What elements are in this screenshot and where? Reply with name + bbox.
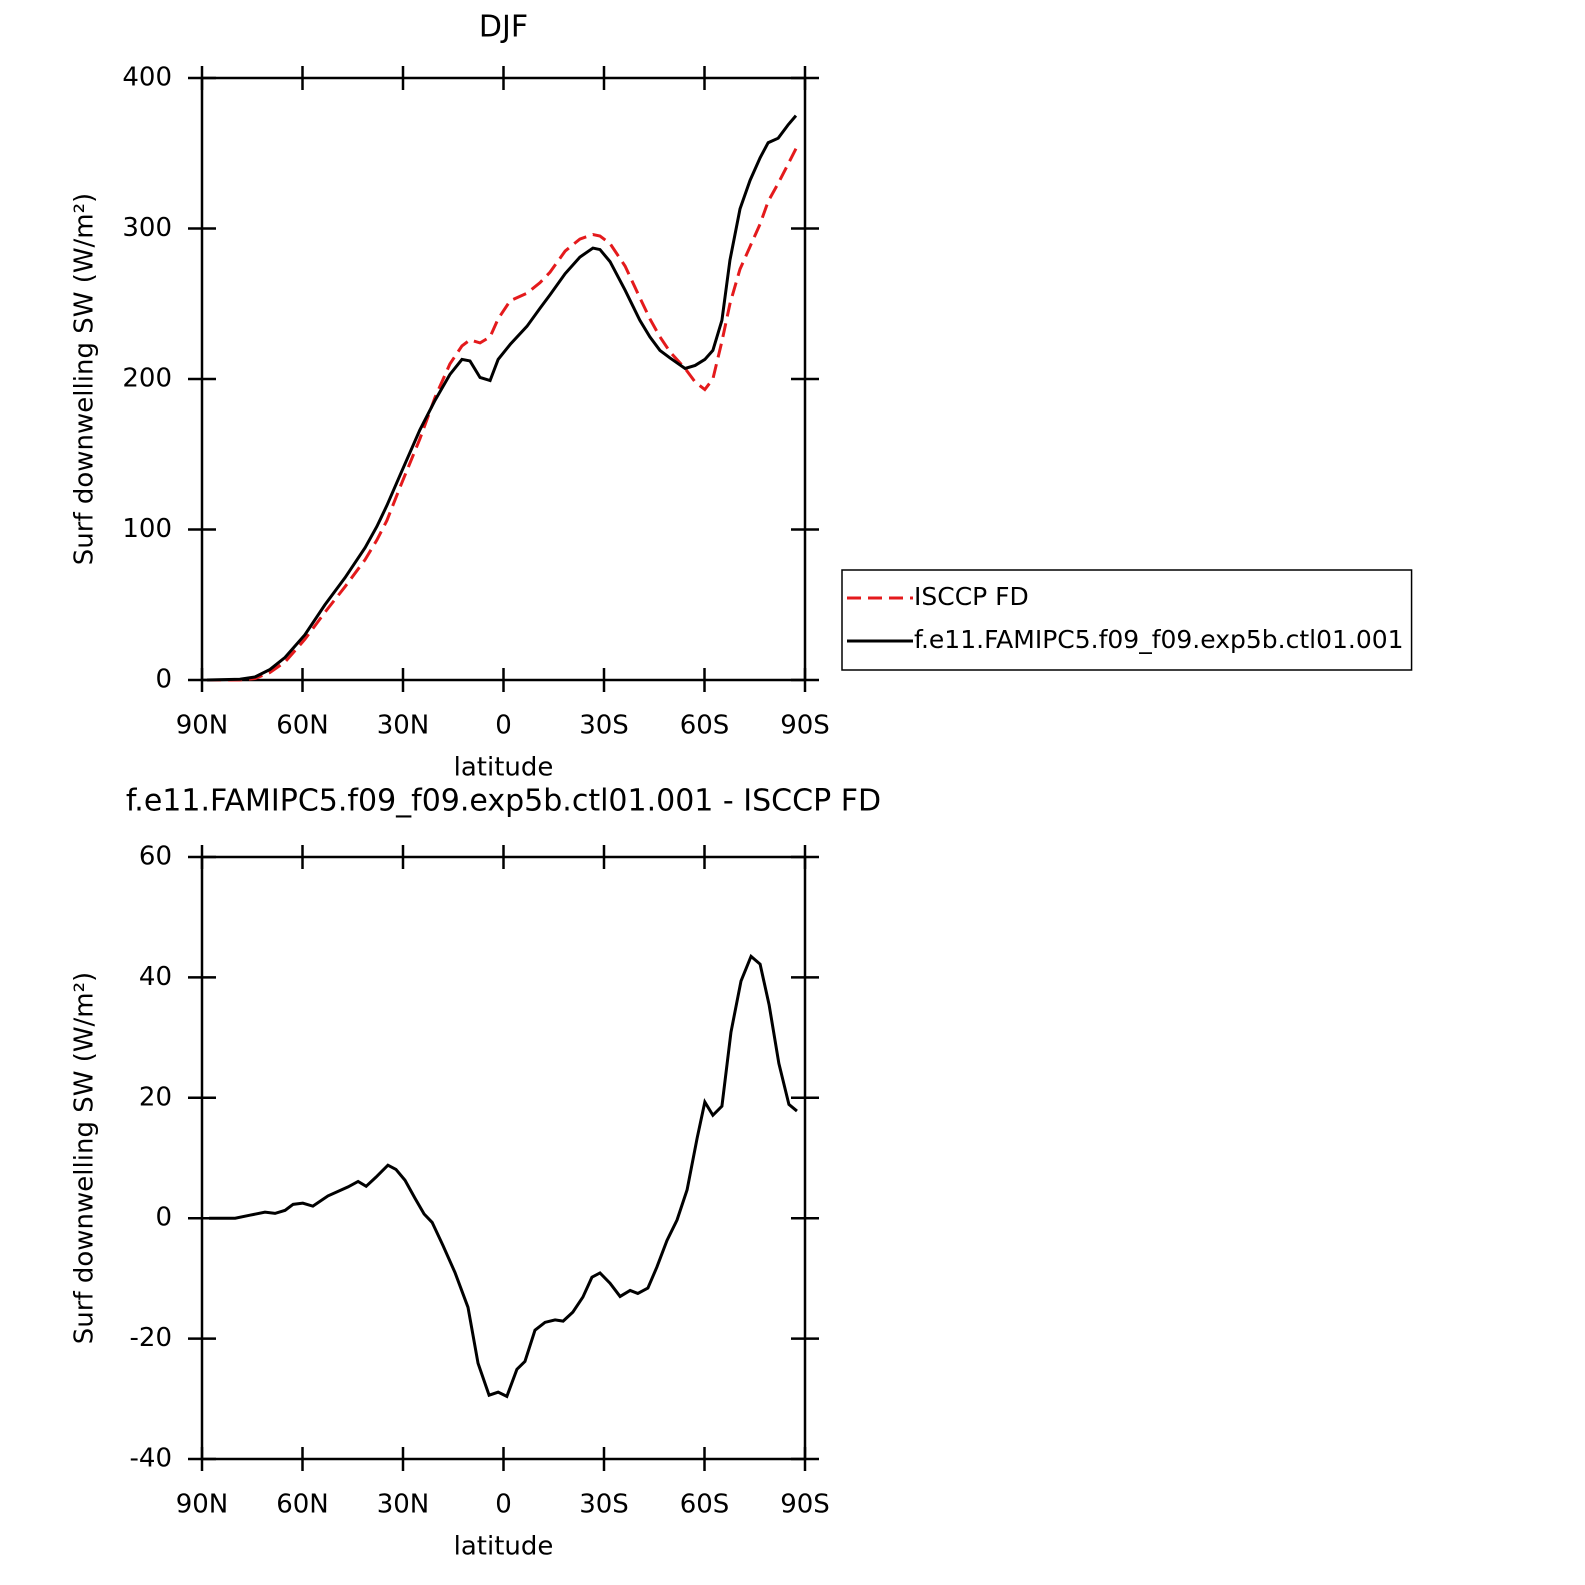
- plot-frame: [200, 855, 807, 1461]
- y-tick-label: 300: [122, 213, 172, 243]
- x-tick-label: 30N: [377, 1490, 430, 1520]
- x-tick-label: 90N: [176, 711, 229, 741]
- chart-title: DJF: [479, 10, 528, 45]
- x-tick-label: 60N: [276, 1490, 329, 1520]
- x-tick-label: 0: [495, 711, 512, 741]
- y-tick-label: 60: [139, 842, 172, 872]
- x-tick-label: 90N: [176, 1490, 229, 1520]
- legend-box: [841, 569, 1413, 671]
- x-tick-label: 30S: [579, 1490, 629, 1520]
- data-line: [206, 114, 798, 682]
- x-tick-label: 30N: [377, 711, 430, 741]
- x-tick-label: 60S: [680, 1490, 730, 1520]
- y-tick-label: 20: [139, 1082, 172, 1112]
- x-tick-label: 60N: [276, 711, 329, 741]
- y-tick-label: 100: [122, 514, 172, 544]
- x-tick-label: 0: [495, 1490, 512, 1520]
- y-tick-label: -20: [130, 1323, 172, 1353]
- y-tick-label: 40: [139, 962, 172, 992]
- x-axis-label: latitude: [454, 753, 554, 783]
- y-axis-label: Surf downwelling SW (W/m²): [70, 193, 100, 565]
- y-tick-label: 0: [155, 1203, 172, 1233]
- y-tick-label: 200: [122, 364, 172, 394]
- chart-title: f.e11.FAMIPC5.f09_f09.exp5b.ctl01.001 - …: [126, 784, 881, 819]
- y-axis-label: Surf downwelling SW (W/m²): [70, 972, 100, 1344]
- data-line: [207, 148, 798, 682]
- x-tick-label: 60S: [680, 711, 730, 741]
- y-tick-label: 400: [122, 63, 172, 93]
- y-tick-label: -40: [130, 1444, 172, 1474]
- legend-label: f.e11.FAMIPC5.f09_f09.exp5b.ctl01.001: [914, 625, 1404, 654]
- data-line: [209, 953, 798, 1399]
- y-tick-label: 0: [155, 665, 172, 695]
- x-tick-label: 30S: [579, 711, 629, 741]
- x-tick-label: 90S: [780, 711, 830, 741]
- x-axis-label: latitude: [454, 1532, 554, 1562]
- plot-frame: [200, 76, 807, 682]
- legend-label: ISCCP FD: [914, 582, 1029, 611]
- x-tick-label: 90S: [780, 1490, 830, 1520]
